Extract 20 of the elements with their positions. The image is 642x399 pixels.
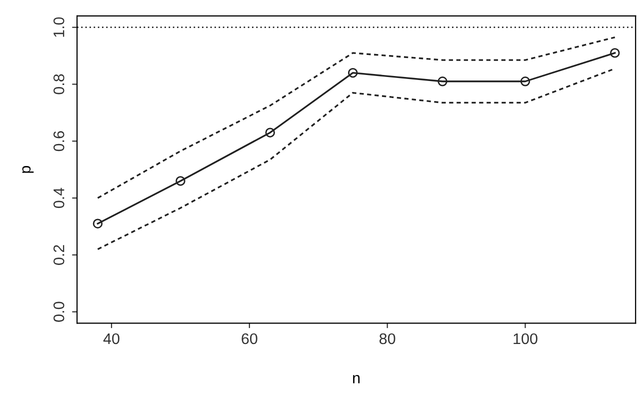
y-tick-label: 0.0 bbox=[53, 302, 64, 322]
point bbox=[176, 176, 186, 186]
y-tick-label: 0.4 bbox=[53, 188, 64, 208]
y-tick-label: 0.6 bbox=[53, 131, 64, 152]
x-tick-label: 80 bbox=[380, 333, 396, 344]
y-tick-label: 1.0 bbox=[53, 17, 64, 37]
y-tick-label: 0.8 bbox=[53, 74, 64, 94]
point bbox=[265, 128, 275, 138]
x-tick-label: 40 bbox=[103, 333, 120, 344]
x-tick-label: 60 bbox=[242, 333, 258, 344]
point bbox=[92, 218, 103, 228]
point bbox=[438, 76, 448, 86]
point bbox=[348, 68, 358, 78]
line-series bbox=[96, 36, 616, 199]
y-tick-label: 0.2 bbox=[53, 245, 64, 265]
point bbox=[610, 48, 620, 58]
x-tick-label: 100 bbox=[514, 333, 538, 344]
x-axis-title: n bbox=[353, 375, 360, 384]
point bbox=[520, 76, 530, 86]
y-axis-title: p bbox=[22, 166, 34, 173]
